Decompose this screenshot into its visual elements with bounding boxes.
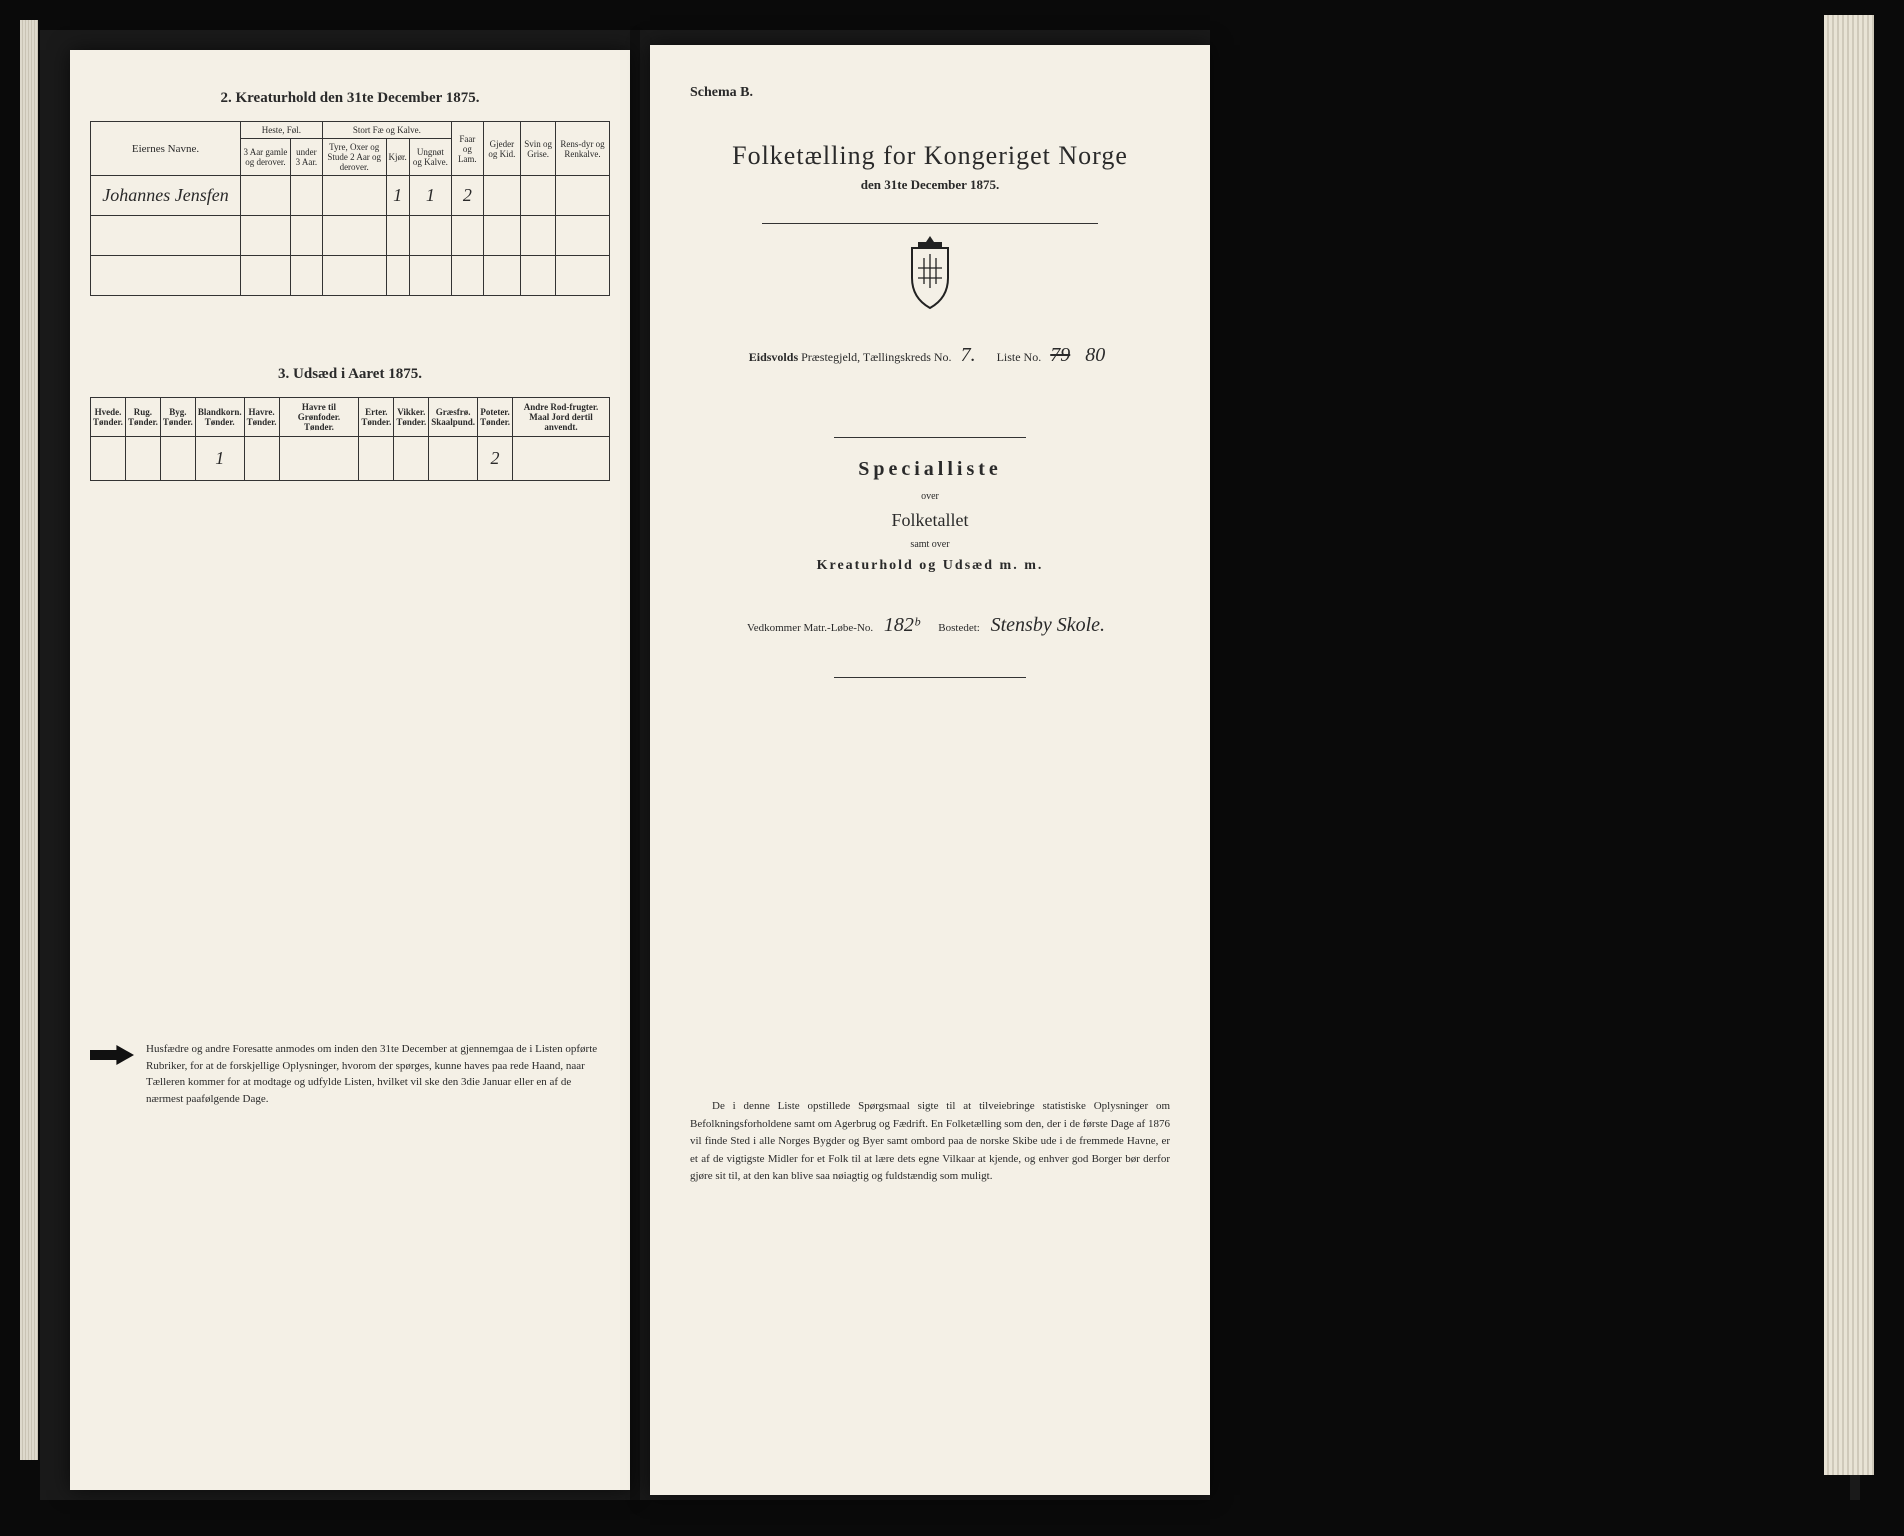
main-title: Folketælling for Kongeriget Norge: [690, 141, 1170, 171]
page-gutter: [630, 30, 640, 1500]
left-page: 2. Kreaturhold den 31te December 1875. E…: [70, 50, 630, 1490]
kreaturhold-table: Eiernes Navne. Heste, Føl. Stort Fæ og K…: [90, 121, 610, 296]
col-faar: Faar og Lam.: [451, 122, 483, 176]
table-row: [91, 216, 610, 256]
praestegjeld-name: Eidsvolds: [749, 350, 798, 364]
rule: [762, 223, 1098, 224]
col-hvede: Hvede.Tønder.: [91, 398, 126, 437]
col-erter: Erter.Tønder.: [359, 398, 394, 437]
col-havre-gron: Havre til Grønfoder.Tønder.: [279, 398, 359, 437]
right-page: Schema B. Folketælling for Kongeriget No…: [650, 45, 1210, 1495]
col-byg: Byg.Tønder.: [160, 398, 195, 437]
left-footnote: Husfædre og andre Foresatte anmodes om i…: [90, 1041, 610, 1107]
udsaed-table: Hvede.Tønder. Rug.Tønder. Byg.Tønder. Bl…: [90, 397, 610, 481]
footnote-text: Husfædre og andre Foresatte anmodes om i…: [146, 1041, 610, 1107]
col-rug: Rug.Tønder.: [125, 398, 160, 437]
cell: [521, 176, 556, 216]
liste-no: 80: [1079, 344, 1111, 366]
over-label: over: [690, 491, 1170, 502]
sub-date: den 31te December 1875.: [690, 177, 1170, 193]
cell: [483, 176, 520, 216]
pointing-hand-icon: [90, 1045, 134, 1065]
book-spread: 2. Kreaturhold den 31te December 1875. E…: [40, 30, 1860, 1500]
praestegjeld-word: Præstegjeld, Tællingskreds No.: [801, 350, 951, 364]
specialliste-heading: Specialliste: [690, 458, 1170, 481]
col-poteter: Poteter.Tønder.: [478, 398, 513, 437]
cell: [125, 437, 160, 481]
col-rens: Rens-dyr og Renkalve.: [556, 122, 610, 176]
col-kjor: Kjør.: [386, 139, 409, 176]
coat-of-arms-icon: [900, 234, 960, 314]
liste-no-struck: 79: [1044, 344, 1076, 366]
cell: [429, 437, 478, 481]
cell: [322, 176, 386, 216]
dark-margin: [1210, 30, 1850, 1500]
right-footnote: De i denne Liste opstillede Spørgsmaal s…: [690, 1098, 1170, 1186]
cell: 2: [451, 176, 483, 216]
cell: 2: [478, 437, 513, 481]
col-graes: Græsfrø.Skaalpund.: [429, 398, 478, 437]
section2-title: 2. Kreaturhold den 31te December 1875.: [90, 90, 610, 107]
cell: 1: [386, 176, 409, 216]
col-gjeder: Gjeder og Kid.: [483, 122, 520, 176]
folketallet-heading: Folketallet: [690, 510, 1170, 531]
col-andre: Andre Rod-frugter.Maal Jord dertil anven…: [513, 398, 610, 437]
col-stort-group: Stort Fæ og Kalve.: [322, 122, 451, 139]
matr-label: Vedkommer Matr.-Løbe-No.: [747, 622, 873, 634]
section3-title: 3. Udsæd i Aaret 1875.: [90, 366, 610, 383]
col-heste-3: 3 Aar gamle og derover.: [241, 139, 291, 176]
bosted-value: Stensby Skole.: [983, 614, 1113, 636]
col-eier: Eiernes Navne.: [91, 122, 241, 176]
col-blandkorn: Blandkorn.Tønder.: [195, 398, 244, 437]
cell: [241, 176, 291, 216]
bosted-label: Bostedet:: [938, 622, 980, 634]
cell: [290, 176, 322, 216]
cell: [160, 437, 195, 481]
col-havre: Havre.Tønder.: [244, 398, 279, 437]
table-row: 1 2: [91, 437, 610, 481]
cell: [394, 437, 429, 481]
kreaturhold-heading: Kreaturhold og Udsæd m. m.: [690, 558, 1170, 574]
page-stack-right: [1824, 15, 1874, 1475]
kreds-no: 7.: [955, 344, 982, 366]
schema-label: Schema B.: [690, 85, 1170, 101]
col-heste-u3: under 3 Aar.: [290, 139, 322, 176]
table-row: Johannes Jensfen 1 1 2: [91, 176, 610, 216]
col-heste-group: Heste, Føl.: [241, 122, 323, 139]
cell: [91, 437, 126, 481]
vedkommer-line: Vedkommer Matr.-Løbe-No. 182ᵇ Bostedet: …: [690, 614, 1170, 637]
cell: [244, 437, 279, 481]
meta-line: Eidsvolds Præstegjeld, Tællingskreds No.…: [690, 344, 1170, 367]
liste-label: Liste No.: [997, 350, 1042, 364]
table-row: [91, 256, 610, 296]
col-tyre: Tyre, Oxer og Stude 2 Aar og derover.: [322, 139, 386, 176]
cell: 1: [195, 437, 244, 481]
cell: [513, 437, 610, 481]
samt-over-label: samt over: [690, 539, 1170, 550]
rule: [834, 437, 1026, 438]
cell: [359, 437, 394, 481]
page-stack-left: [20, 20, 38, 1460]
cell: [556, 176, 610, 216]
col-svin: Svin og Grise.: [521, 122, 556, 176]
cell: [279, 437, 359, 481]
cell-eier: Johannes Jensfen: [91, 176, 241, 216]
rule: [834, 677, 1026, 678]
col-ungnot: Ungnøt og Kalve.: [409, 139, 451, 176]
cell: 1: [409, 176, 451, 216]
col-vikker: Vikker.Tønder.: [394, 398, 429, 437]
matr-no: 182ᵇ: [876, 614, 927, 636]
